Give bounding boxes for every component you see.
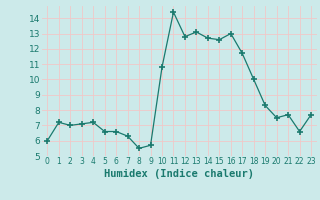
X-axis label: Humidex (Indice chaleur): Humidex (Indice chaleur) xyxy=(104,169,254,179)
